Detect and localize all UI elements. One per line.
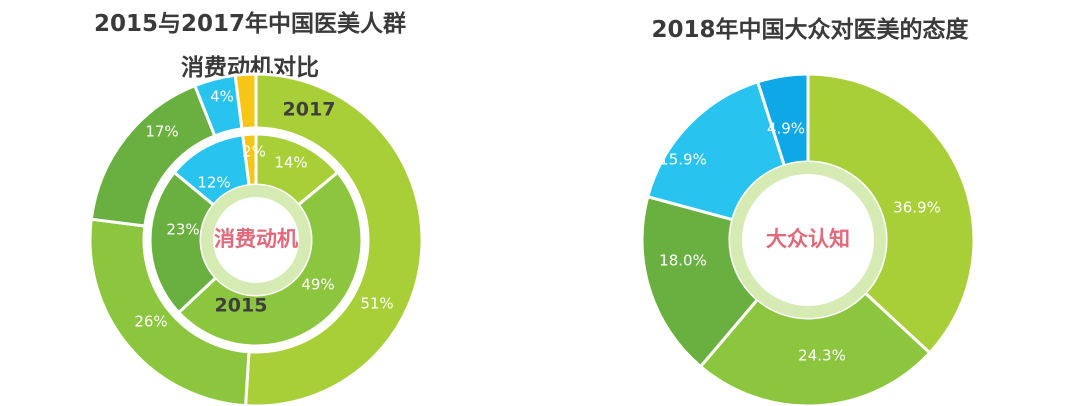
center-hole <box>213 197 299 283</box>
inner-data-label: 14% <box>274 154 307 172</box>
right-center-hole <box>742 174 874 306</box>
inner-data-label: 2% <box>242 143 266 161</box>
outer-data-label: 4% <box>210 88 234 106</box>
series-label-2015: 2015 <box>215 295 268 317</box>
outer-ring-2017-segment <box>244 72 424 406</box>
right-chart-title: 2018年中国大众对医美的态度 <box>651 17 969 43</box>
left-chart-title-line1: 2015与2017年中国医美人群 <box>93 11 407 37</box>
right-data-label: 36.9% <box>893 199 941 217</box>
right-data-label: 4.9% <box>767 120 805 138</box>
right-data-label: 24.3% <box>798 347 846 365</box>
right-center-label: 大众认知 <box>766 227 850 251</box>
outer-data-label: 17% <box>145 123 178 141</box>
inner-data-label: 12% <box>197 174 230 192</box>
outer-data-label: 26% <box>134 313 167 331</box>
outer-data-label: 51% <box>360 295 393 313</box>
right-data-label: 15.9% <box>659 151 707 169</box>
outer-ring-2017-segment <box>88 217 251 406</box>
inner-data-label: 23% <box>166 221 199 239</box>
series-label-2017: 2017 <box>283 99 336 121</box>
right-ring-segment <box>640 194 760 369</box>
inner-data-label: 49% <box>301 276 334 294</box>
outer-ring-2017-segment <box>233 72 258 131</box>
right-data-label: 18.0% <box>659 252 707 270</box>
center-label: 消费动机 <box>214 227 298 251</box>
